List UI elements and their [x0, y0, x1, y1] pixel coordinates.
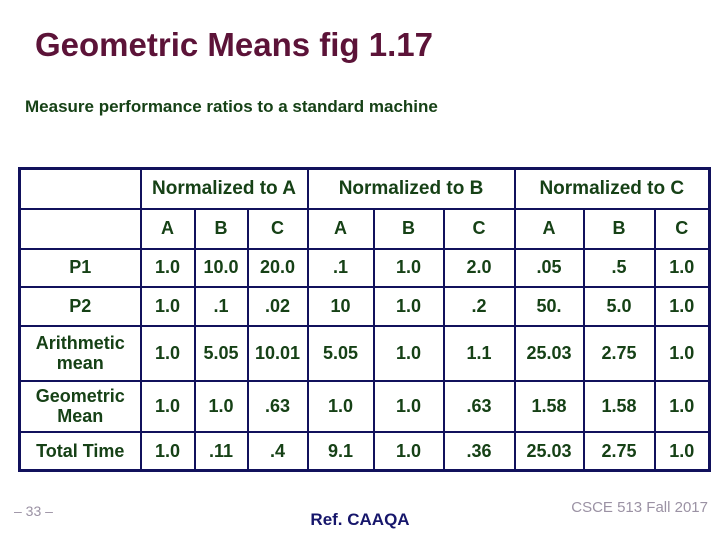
table-cell: 25.03 [513, 324, 585, 382]
table-cell: 2.0 [442, 247, 516, 288]
sub-header: C [246, 207, 309, 250]
table-row-p2: P2 1.0 .1 .02 10 1.0 .2 50. 5.0 1.0 [18, 285, 711, 327]
table-cell: 2.75 [582, 430, 656, 472]
group-header-normalized-to-a: Normalized to A [139, 167, 309, 210]
table-cell: .4 [246, 430, 309, 472]
table-cell: 1.0 [372, 247, 445, 288]
table-cell: 1.0 [653, 379, 711, 433]
slide-subtitle: Measure performance ratios to a standard… [25, 97, 438, 116]
table-cell: 10.01 [246, 324, 309, 382]
group-header-normalized-to-c: Normalized to C [513, 167, 711, 210]
sub-header: B [193, 207, 249, 250]
table-cell: 1.0 [653, 247, 711, 288]
table-cell: 1.0 [139, 285, 196, 327]
table-row-arithmetic-mean: Arithmetic mean 1.0 5.05 10.01 5.05 1.0 … [18, 324, 711, 382]
course-label: CSCE 513 Fall 2017 [571, 499, 708, 516]
table-cell: 1.0 [306, 379, 375, 433]
table-cell: .11 [193, 430, 249, 472]
table-cell: 25.03 [513, 430, 585, 472]
sub-header: C [653, 207, 711, 250]
sub-header: B [582, 207, 656, 250]
reference-label: Ref. CAAQA [310, 510, 410, 529]
sub-header: B [372, 207, 445, 250]
table-cell: 20.0 [246, 247, 309, 288]
table-cell: 10 [306, 285, 375, 327]
corner-cell [18, 167, 142, 210]
sub-header-row: A B C A B C A B C [18, 207, 711, 250]
row-label-geometric-mean: Geometric Mean [18, 379, 142, 433]
table-cell: 2.75 [582, 324, 656, 382]
table-cell: 5.05 [306, 324, 375, 382]
sub-header: A [513, 207, 585, 250]
table-cell: 1.58 [513, 379, 585, 433]
table-cell: 1.0 [139, 430, 196, 472]
sub-header: C [442, 207, 516, 250]
table-cell: .5 [582, 247, 656, 288]
table-cell: 1.0 [372, 285, 445, 327]
table-cell: 10.0 [193, 247, 249, 288]
row-label-p1: P1 [18, 247, 142, 288]
sub-header: A [306, 207, 375, 250]
table-cell: 1.58 [582, 379, 656, 433]
table-cell: 5.05 [193, 324, 249, 382]
table-cell: .36 [442, 430, 516, 472]
table-cell: 1.0 [139, 379, 196, 433]
table-cell: 1.0 [653, 285, 711, 327]
group-header-normalized-to-b: Normalized to B [306, 167, 516, 210]
row-label-arithmetic-mean: Arithmetic mean [18, 324, 142, 382]
table-cell: .2 [442, 285, 516, 327]
table-cell: 1.0 [139, 324, 196, 382]
table-cell: 1.0 [653, 324, 711, 382]
row-label-total-time: Total Time [18, 430, 142, 472]
group-header-row: Normalized to A Normalized to B Normaliz… [18, 167, 711, 210]
table-cell: 1.1 [442, 324, 516, 382]
table-row-geometric-mean: Geometric Mean 1.0 1.0 .63 1.0 1.0 .63 1… [18, 379, 711, 433]
row-label-p2: P2 [18, 285, 142, 327]
table-cell: .1 [306, 247, 375, 288]
table-cell: 1.0 [372, 430, 445, 472]
table-cell: 9.1 [306, 430, 375, 472]
sub-header: A [139, 207, 196, 250]
table-cell: .63 [442, 379, 516, 433]
performance-ratios-table: Normalized to A Normalized to B Normaliz… [18, 167, 712, 472]
table-cell: 1.0 [653, 430, 711, 472]
table-cell: 1.0 [372, 379, 445, 433]
page-number: – 33 – [14, 503, 53, 519]
table-cell: .63 [246, 379, 309, 433]
table-cell: 1.0 [193, 379, 249, 433]
table-cell: 50. [513, 285, 585, 327]
table-cell: 1.0 [139, 247, 196, 288]
table-cell: .02 [246, 285, 309, 327]
corner-cell [18, 207, 142, 250]
table-cell: .05 [513, 247, 585, 288]
table-row-p1: P1 1.0 10.0 20.0 .1 1.0 2.0 .05 .5 1.0 [18, 247, 711, 288]
table-cell: .1 [193, 285, 249, 327]
table-cell: 5.0 [582, 285, 656, 327]
table-cell: 1.0 [372, 324, 445, 382]
table-row-total-time: Total Time 1.0 .11 .4 9.1 1.0 .36 25.03 … [18, 430, 711, 472]
page-title: Geometric Means fig 1.17 [35, 26, 433, 63]
